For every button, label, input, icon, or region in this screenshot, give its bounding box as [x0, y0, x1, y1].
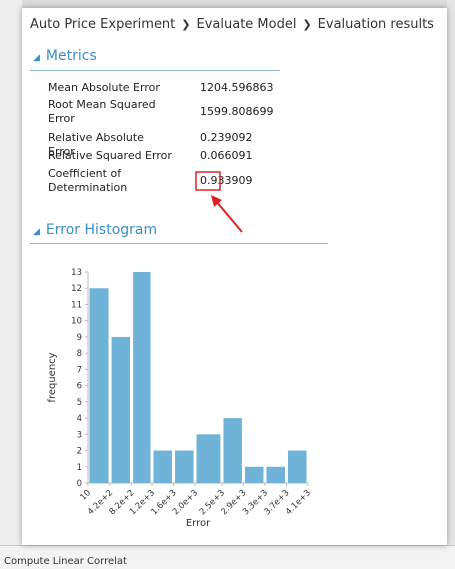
y-tick-label: 1 [77, 463, 82, 473]
metric-label: Coefficient of Determination [48, 167, 128, 194]
y-axis-label: frequency [47, 352, 58, 402]
arrow [215, 200, 243, 233]
y-tick-label: 10 [71, 317, 82, 327]
y-tick-label: 9 [77, 333, 82, 343]
y-tick-label: 13 [71, 268, 82, 278]
crumb-sep: ❯ [181, 18, 191, 31]
metric-label: Relative Absolute Error [48, 131, 144, 158]
bar [111, 336, 131, 483]
crumb[interactable]: Auto Price Experiment [30, 17, 176, 32]
section-title: Error Histogram [45, 222, 158, 238]
crumb-sep: ❯ [302, 18, 312, 31]
section-rule [30, 70, 280, 71]
y-tick-label: 0 [77, 479, 82, 489]
bar [287, 450, 307, 483]
metric-value: 0.239092 [200, 131, 253, 144]
sidebar [0, 0, 22, 545]
status-item: Compute Linear Correlat [4, 556, 127, 567]
metric-value: 1204.596863 [200, 81, 274, 94]
metric-value: 0.933909 [200, 174, 253, 187]
highlight-box [195, 171, 221, 191]
crumb[interactable]: Evaluate Model [196, 17, 297, 32]
x-axis-label: Error [186, 518, 211, 529]
bar [89, 288, 109, 483]
right-strip [447, 0, 455, 545]
metric-label: Relative Squared Error [48, 149, 172, 162]
bar [153, 450, 173, 483]
bar [196, 434, 221, 483]
bar [266, 466, 285, 483]
y-tick-label: 7 [77, 365, 82, 375]
status-bar [0, 545, 455, 569]
y-tick-label: 5 [77, 398, 82, 408]
y-tick-label: 8 [77, 349, 82, 359]
bar [133, 272, 151, 483]
y-tick-label: 3 [77, 430, 82, 440]
section-header[interactable]: ◢ Metrics [33, 48, 97, 64]
section-header[interactable]: ◢ Error Histogram [33, 222, 158, 238]
breadcrumb: Auto Price Experiment ❯ Evaluate Model ❯ Eva… [30, 17, 434, 32]
metric-label: Mean Absolute Error [48, 81, 160, 94]
metric-label: Root Mean Squared Error [48, 98, 156, 125]
arrow-head [211, 195, 222, 207]
section-title: Metrics [45, 48, 97, 64]
metric-value: 0.066091 [200, 149, 253, 162]
y-tick-label: 4 [77, 414, 82, 424]
bar [223, 418, 242, 483]
y-tick-label: 12 [71, 284, 82, 294]
x-tick-label: 10 [78, 488, 93, 503]
y-tick-label: 2 [77, 447, 82, 457]
bar [244, 466, 264, 483]
section-rule [30, 243, 328, 244]
metric-value: 1599.808699 [200, 105, 274, 118]
bar [175, 450, 194, 483]
y-tick-label: 6 [77, 382, 82, 392]
crumb[interactable]: Evaluation results [317, 17, 434, 32]
y-tick-label: 11 [71, 300, 82, 310]
